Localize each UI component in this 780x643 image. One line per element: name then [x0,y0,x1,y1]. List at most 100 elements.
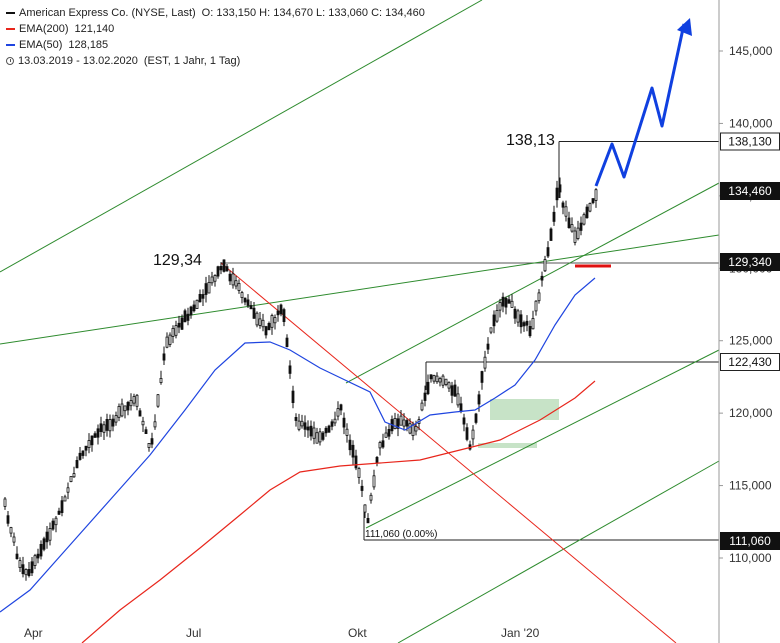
ema-lines [0,277,596,643]
candle-body [147,442,151,448]
candle-body [489,327,493,333]
candle-body [576,227,580,240]
candle-body [225,266,229,272]
candle-body [588,202,592,212]
candle-body [297,420,301,430]
tag-111-bg [720,532,780,550]
candle-body [420,402,424,411]
legend-ema50-row: EMA(50) 128,185 [6,37,425,53]
candle-body [213,275,217,282]
green-trendline-long [0,234,720,345]
candle-body [111,418,115,427]
candle-body [378,442,382,449]
candle-body [402,419,406,427]
candle-body [60,500,64,514]
candle-body [144,429,148,435]
candle-body [228,273,232,282]
candle-body [48,528,52,541]
candle-body [261,319,265,328]
candle-body [132,396,136,404]
projection-path [594,23,686,187]
candle-body [546,247,550,257]
candle-body [57,510,61,515]
candle-body [471,429,475,440]
candle-body [267,322,271,331]
candle-body [210,276,214,284]
candle-body [102,424,106,433]
tag-129-bg [720,253,780,271]
candle-body [78,452,82,460]
candle-body [555,187,559,201]
candle-body [462,417,466,425]
candle-body [318,431,322,443]
tag-current-bg [720,182,780,200]
candle-body [180,317,184,330]
candle-body [234,280,238,287]
tag-129-text: 129,340 [728,255,772,269]
candle-body [240,292,244,299]
candle-body [591,198,595,204]
candle-body [87,440,91,448]
candle-body [396,418,400,429]
candle-body [552,211,556,222]
candle-body [507,299,511,304]
tag-111-text: 111,060 [729,534,771,548]
candle-body [291,390,295,404]
candle-body [156,394,160,407]
candle-body [273,317,277,324]
candle-body [81,450,85,456]
candle-body [21,564,25,575]
candle-body [75,459,79,469]
y-tick-label: 145,000 [729,44,773,58]
candle-body [24,569,28,576]
candle-body [12,536,16,543]
legend-title-row: American Express Co. (NYSE, Last) O: 133… [6,5,425,21]
candle-body [84,445,88,451]
candle-body [375,456,379,464]
candle-body [186,313,190,321]
candle-body [516,310,520,323]
candle-body [342,417,346,428]
candle-body [324,427,328,434]
candle-body [450,385,454,396]
candle-body [249,305,253,310]
candle-body [204,283,208,295]
candle-body [426,381,430,395]
candle-body [453,384,457,397]
candle-body [381,440,385,448]
tag-current-text: 134,460 [728,184,772,198]
candle-body [366,518,370,524]
demand-zone [490,399,559,420]
candle-body [258,318,262,326]
candle-body [189,306,193,316]
candle-body [216,266,220,277]
candle-body [492,314,496,327]
candle-body [246,299,250,306]
candle-body [294,416,298,421]
candle-body [6,515,10,524]
candle-body [207,281,211,294]
candle-body [27,569,31,577]
candle-body [174,325,178,336]
candle-body [495,309,499,322]
green-channel-top [0,0,483,273]
candle-body [123,405,127,412]
candle-body [54,517,58,526]
ema50-swatch [6,44,15,46]
candle-body [399,415,403,426]
candle-body [66,487,70,493]
candle-body [120,403,124,417]
candle-body [561,202,565,208]
x-label-apr: Apr [24,626,43,640]
candle-body [36,553,40,559]
candle-body [282,309,286,323]
green-channel-bottom [397,460,720,643]
annotation-high-2020: 138,13 [506,132,555,149]
tag-122-text: 122,430 [728,355,772,369]
candle-body [510,300,514,308]
candle-body [255,312,259,326]
candle-body [351,444,355,458]
candle-body [69,476,73,482]
candle-body [315,432,319,444]
candle-body [312,427,316,439]
